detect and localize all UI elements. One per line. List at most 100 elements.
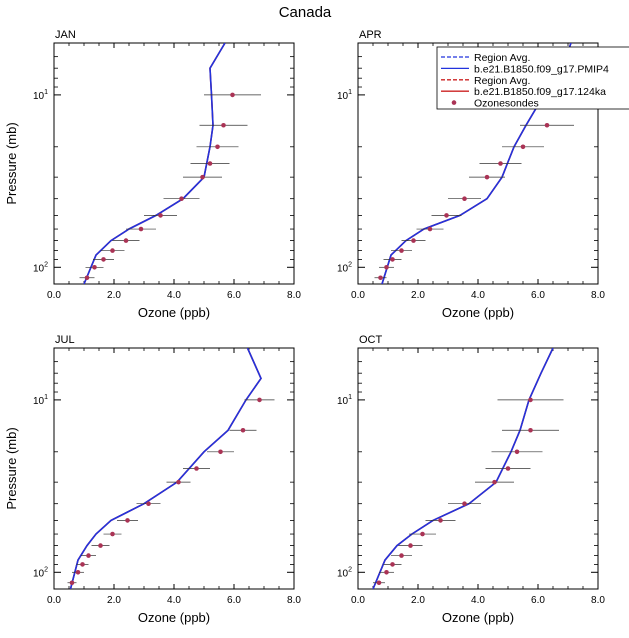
panel-label: OCT (359, 334, 383, 346)
panel-data (67, 348, 275, 589)
sonde-point (427, 226, 433, 232)
y-tick-label: 101 (33, 89, 48, 102)
x-tick-label: 8.0 (287, 290, 301, 301)
model-curve-124ka (69, 348, 262, 589)
plot-frame (53, 42, 295, 285)
sonde-point (257, 397, 262, 403)
y-tick-label: 101 (33, 394, 48, 407)
legend-label: Ozonesondes (474, 98, 539, 110)
sonde-point (123, 238, 129, 243)
sonde-point (384, 264, 389, 270)
x-axis-label: Ozone (ppb) (442, 305, 514, 320)
y-axis-label: Pressure (mb) (4, 122, 19, 204)
sonde-point (520, 144, 526, 150)
x-tick-label: 4.0 (167, 290, 181, 301)
sonde-point (84, 275, 90, 281)
sonde-point (528, 427, 533, 433)
chart-panels: JAN 0.0 2.0 4.0 6.0 8.0 101 102 Ozone (ppb) Press… (4, 29, 605, 625)
sonde-point (484, 174, 490, 180)
x-tick-label: 4.0 (471, 290, 485, 301)
sonde-point (411, 238, 416, 243)
y-tick-label: 102 (33, 261, 48, 274)
sonde-point (390, 257, 395, 262)
panel-label: APR (359, 29, 382, 41)
sonde-point (146, 501, 151, 506)
x-tick-label: 8.0 (287, 595, 301, 606)
sonde-point (399, 248, 404, 253)
sonde-point (420, 531, 425, 537)
x-tick-label: 2.0 (411, 595, 425, 606)
sonde-point (462, 501, 467, 506)
sonde-point (240, 427, 246, 433)
chart-legend: Region Avg.b.e21.B1850.f09_g17.PMIP4Regi… (436, 46, 629, 110)
panel-data (372, 348, 564, 589)
sonde-point (215, 144, 220, 150)
sonde-point (200, 174, 205, 180)
model-curve-pmip4 (372, 348, 554, 589)
y-tick-label: 102 (337, 566, 352, 579)
x-tick-label: 0.0 (351, 290, 365, 301)
legend-label: Region Avg. (474, 75, 530, 87)
legend-marker (451, 100, 457, 105)
x-tick-label: 6.0 (227, 595, 241, 606)
sonde-point (230, 92, 235, 98)
model-curve-pmip4 (83, 43, 226, 284)
sonde-point (179, 196, 184, 201)
model-curve-pmip4 (69, 348, 262, 589)
panel-data (79, 43, 261, 284)
sonde-point (101, 257, 106, 262)
plot-frame (53, 347, 295, 590)
sonde-point (98, 543, 103, 548)
y-axis-label: Pressure (mb) (4, 427, 19, 509)
sonde-point (492, 479, 497, 485)
y-tick-label: 101 (337, 394, 352, 407)
sonde-point (399, 553, 404, 558)
panel-label: JAN (55, 29, 76, 41)
sonde-point (207, 161, 213, 166)
sonde-point (444, 213, 449, 218)
panel-label: JUL (55, 334, 75, 346)
x-tick-label: 8.0 (591, 595, 605, 606)
panel-jan: JAN 0.0 2.0 4.0 6.0 8.0 101 102 Ozone (ppb) Press… (4, 29, 301, 320)
sonde-point (514, 449, 520, 455)
x-tick-label: 2.0 (411, 290, 425, 301)
sonde-point (544, 122, 550, 128)
sonde-point (498, 161, 503, 166)
sonde-point (528, 397, 533, 403)
sonde-point (218, 449, 223, 455)
x-axis-label: Ozone (ppb) (138, 305, 210, 320)
sonde-point (221, 122, 226, 128)
legend-label: b.e21.B1850.f09_g17.PMIP4 (474, 63, 609, 75)
sonde-point (86, 553, 91, 558)
sonde-point (158, 213, 163, 218)
sonde-point (138, 226, 144, 232)
sonde-point (384, 569, 389, 575)
panel-oct: OCT 0.0 2.0 4.0 6.0 8.0 101 102 Ozone (ppb) (337, 334, 605, 625)
x-tick-label: 6.0 (531, 290, 545, 301)
sonde-point (110, 531, 115, 537)
x-tick-label: 2.0 (107, 595, 121, 606)
x-tick-label: 4.0 (167, 595, 181, 606)
sonde-point (194, 466, 199, 471)
x-tick-label: 6.0 (531, 595, 545, 606)
sonde-point (505, 466, 511, 471)
legend-label: Region Avg. (474, 52, 530, 64)
x-tick-label: 4.0 (471, 595, 485, 606)
sonde-point (438, 518, 443, 523)
legend-label: b.e21.B1850.f09_g17.124ka (474, 86, 606, 98)
sonde-point (75, 569, 81, 575)
x-tick-label: 8.0 (591, 290, 605, 301)
figure-title: Canada (279, 4, 332, 21)
y-tick-label: 102 (33, 566, 48, 579)
x-tick-label: 6.0 (227, 290, 241, 301)
x-tick-label: 2.0 (107, 290, 121, 301)
x-tick-label: 0.0 (47, 290, 61, 301)
sonde-point (408, 543, 413, 548)
sonde-point (80, 562, 85, 567)
sonde-point (378, 275, 383, 281)
x-axis-label: Ozone (ppb) (138, 610, 210, 625)
x-axis-label: Ozone (ppb) (442, 610, 514, 625)
y-tick-label: 101 (337, 89, 352, 102)
sonde-point (125, 518, 130, 523)
